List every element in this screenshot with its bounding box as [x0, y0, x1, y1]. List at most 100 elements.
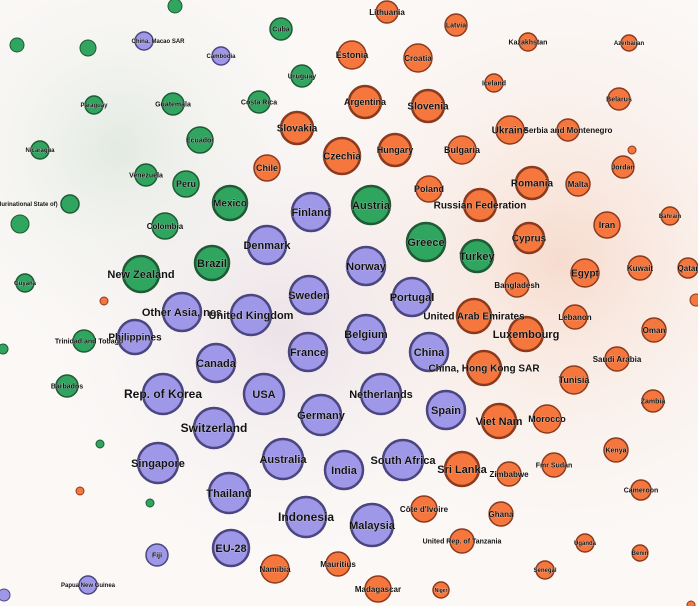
node-label: China, Macao SAR	[131, 39, 185, 45]
node-circle	[488, 501, 514, 527]
node-circle	[349, 502, 395, 548]
node-bolivia-plurinational-state-of	[60, 194, 80, 214]
node-circle	[512, 221, 546, 255]
node-label: Zambia	[641, 398, 666, 405]
node-label: India	[331, 465, 358, 477]
node-ukraine	[495, 115, 525, 145]
node-circle	[391, 276, 433, 318]
node-circle	[462, 187, 498, 223]
node-united-rep-of-tanzania	[449, 528, 475, 554]
node-label: Uruguay	[288, 73, 317, 80]
node-portugal	[391, 276, 433, 318]
node-circle	[495, 115, 525, 145]
node-label: Serbia and Montenegro	[524, 126, 613, 135]
node-south-africa	[381, 438, 425, 482]
node-label: Mauritius	[320, 560, 356, 569]
node-circle	[377, 132, 413, 168]
node-china-macao-sar	[134, 31, 154, 51]
node-norway	[345, 245, 387, 287]
node-canada	[195, 342, 237, 384]
node-guyana	[15, 273, 35, 293]
node-eu-28	[211, 528, 251, 568]
node-estonia	[337, 40, 367, 70]
node-romania	[514, 165, 550, 201]
node-ghana	[488, 501, 514, 527]
node-label: Lithuania	[369, 8, 405, 17]
node-cote-d-ivoire	[410, 495, 438, 523]
node-philippines	[116, 318, 154, 356]
node-label: Papua New Guinea	[61, 583, 116, 589]
node-circle	[518, 32, 538, 52]
node-label: China, Hong Kong SAR	[428, 364, 540, 375]
node-circle	[192, 406, 236, 450]
node-label: Sri Lanka	[437, 464, 487, 476]
node-slovenia	[410, 88, 446, 124]
node-circle	[484, 73, 504, 93]
node-circle	[288, 274, 330, 316]
node-label: Peru	[176, 179, 196, 189]
node-circle	[459, 238, 495, 274]
node-china	[408, 331, 450, 373]
node-circle	[287, 331, 329, 373]
node-label: Qatar	[678, 264, 698, 273]
node-saudi-arabia	[604, 346, 630, 372]
node-chile	[253, 154, 281, 182]
node-bulgaria	[447, 135, 477, 165]
node-label: Iceland	[482, 80, 506, 87]
node-trinidad-and-tobago	[72, 329, 96, 353]
node-label: USA	[252, 389, 275, 401]
node-circle	[455, 297, 493, 335]
node-circle	[172, 170, 200, 198]
node-label: Malaysia	[349, 520, 396, 532]
node-label: Hungary	[377, 145, 414, 155]
node-new-zealand	[121, 254, 161, 294]
node-circle	[325, 551, 351, 577]
node-circle	[347, 84, 383, 120]
node-label: Croatia	[404, 54, 432, 63]
node-circle	[55, 374, 79, 398]
node-circle	[575, 533, 595, 553]
node-hungary	[377, 132, 413, 168]
node-peru	[172, 170, 200, 198]
node-label: Brazil	[197, 258, 227, 270]
node-spain	[425, 389, 467, 431]
node-australia	[261, 437, 305, 481]
node-sri-lanka	[443, 450, 481, 488]
node-label: Iran	[599, 220, 616, 230]
node-cameroon	[630, 479, 652, 501]
node-circle	[556, 118, 580, 142]
node-label: Azerbaijan	[614, 41, 645, 47]
node-azerbaijan	[620, 34, 638, 52]
node-malta	[565, 171, 591, 197]
node-circle	[134, 31, 154, 51]
node-label: Czechia	[323, 152, 361, 163]
node-uruguay	[290, 64, 314, 88]
node-circle	[350, 184, 392, 226]
node-circle	[570, 258, 600, 288]
unlabeled-node	[99, 296, 109, 306]
node-circle	[116, 318, 154, 356]
node-label: Colombia	[147, 222, 184, 231]
node-label: France	[290, 347, 326, 359]
node-label: Bulgaria	[444, 145, 481, 155]
node-cambodia	[211, 46, 231, 66]
node-fmr-sudan	[541, 452, 567, 478]
node-niger	[432, 581, 450, 599]
node-circle	[345, 313, 387, 355]
node-zambia	[641, 389, 665, 413]
node-label: United Arab Emirates	[423, 312, 525, 323]
node-label: Indonesia	[278, 510, 334, 524]
node-label: Bangladesh	[494, 281, 539, 290]
node-label: Côte d'Ivoire	[400, 505, 449, 514]
node-circle	[359, 372, 403, 416]
node-circle	[410, 88, 446, 124]
node-label: Paraguay	[80, 103, 108, 109]
node-circle	[290, 64, 314, 88]
node-circle	[211, 184, 249, 222]
node-tunisia	[559, 365, 589, 395]
node-label: Cambodia	[206, 54, 236, 60]
node-circle	[84, 95, 104, 115]
node-circle	[630, 479, 652, 501]
node-circle	[631, 544, 649, 562]
